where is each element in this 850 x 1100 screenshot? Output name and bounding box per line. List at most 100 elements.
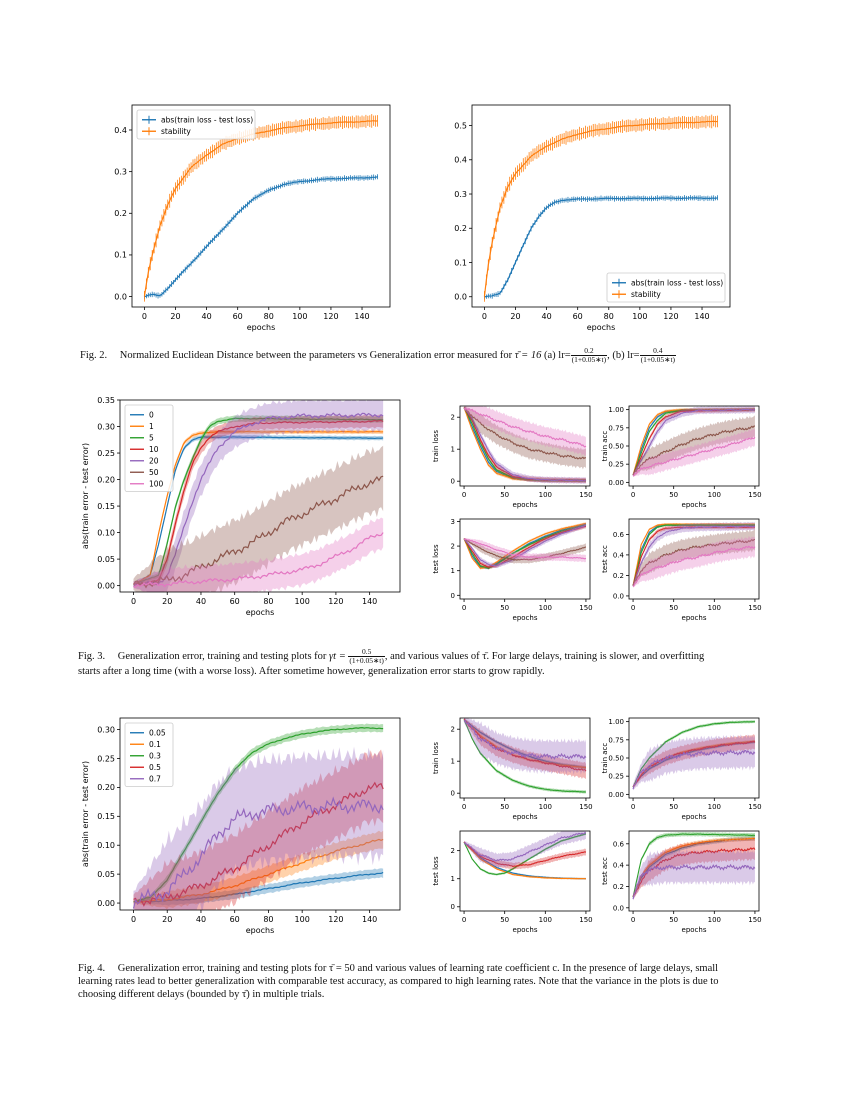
- series-line-20: [632, 525, 756, 587]
- series-band-100: [133, 517, 384, 592]
- y-tick-label: 0.5: [454, 121, 467, 130]
- fig4-caption-label: Fig. 4.: [78, 963, 106, 974]
- y-tick-label: 0.30: [97, 422, 115, 431]
- x-tick-label: 0: [462, 604, 466, 612]
- y-tick-label: 0.25: [97, 754, 115, 763]
- series-line-abs(train loss - test loss): [484, 197, 718, 298]
- x-tick-label: 0: [462, 491, 466, 499]
- x-tick-label: 80: [263, 597, 273, 606]
- x-tick-label: 80: [263, 915, 273, 924]
- plot-area: [632, 831, 756, 901]
- plot-area: [132, 723, 384, 910]
- series-band-100: [633, 428, 755, 477]
- plot-frame: [459, 717, 591, 799]
- legend-label-50: 50: [149, 468, 159, 477]
- plot-frame: [459, 405, 591, 487]
- y-tick-label: 0.10: [97, 841, 115, 850]
- x-tick-label: 80: [604, 312, 614, 321]
- y-tick-label: 0.35: [97, 396, 115, 405]
- series-band-10: [464, 524, 586, 570]
- fig4-train-loss-chart: 0 50 100 150 0 1 2 epochs train loss: [432, 717, 593, 821]
- series-band-20: [633, 521, 755, 587]
- x-tick-label: 0: [462, 916, 466, 924]
- series-band-0.7: [633, 848, 755, 901]
- fig3-caption-label: Fig. 3.: [78, 650, 106, 662]
- series-band-0.05: [133, 868, 384, 906]
- x-tick-label: 100: [708, 491, 721, 499]
- fig3-train-loss-chart: 0 50 100 150 0 1 2 epochs train loss: [432, 405, 593, 509]
- series-line-20: [463, 407, 587, 482]
- legend-label-0.7: 0.7: [149, 775, 161, 784]
- series-line-100: [463, 407, 587, 448]
- fig2-frac-a-den: (1+0.05∗t): [571, 355, 607, 364]
- fig4-caption-line3: choosing different delays (bounded by τ̄…: [78, 989, 325, 1000]
- y-tick-label: 0.75: [608, 736, 624, 744]
- legend-label-abs(train loss - test loss): abs(train loss - test loss): [631, 279, 723, 288]
- legend-box: [606, 272, 726, 303]
- y-tick-label: 0.2: [454, 224, 467, 233]
- x-tick-label: 150: [748, 916, 761, 924]
- fig3-generalization-chart: 0 20 40 60 80 100 120 1400.000.050.100.150.200.…: [81, 396, 401, 617]
- fig3-frac-num: 0.5: [348, 648, 385, 657]
- series-band-1: [464, 522, 586, 570]
- x-tick-label: 120: [328, 915, 343, 924]
- series-line-20: [463, 524, 587, 567]
- x-tick-label: 60: [233, 312, 243, 321]
- y-tick-label: 0.1: [114, 251, 127, 260]
- series-line-50: [632, 538, 756, 586]
- series-line-0.3: [133, 727, 384, 903]
- legend-label-0.05: 0.05: [149, 729, 166, 738]
- x-tick-label: 0: [631, 803, 635, 811]
- series-line-0.1: [133, 838, 384, 904]
- legend-label-abs(train loss - test loss): abs(train loss - test loss): [161, 116, 253, 125]
- legend-label-1: 1: [149, 422, 154, 431]
- y-tick-label: 0.05: [97, 555, 115, 564]
- x-tick-label: 100: [708, 803, 721, 811]
- x-tick-label: 100: [632, 312, 647, 321]
- y-tick-label: 0.00: [97, 581, 115, 590]
- series-band-0.5: [133, 749, 384, 910]
- series-line-1: [632, 523, 755, 586]
- fig3-frac-den: (1+0.05∗t): [349, 656, 384, 665]
- series-line-0.3: [463, 833, 587, 875]
- series-band-0.1: [464, 719, 586, 770]
- fig3-caption: Fig. 3. Generalization error, training a…: [78, 648, 773, 678]
- series-line-0.7: [632, 749, 756, 790]
- series-line-100: [133, 532, 384, 588]
- series-line-0.3: [632, 833, 755, 898]
- fig3-caption-text-b: , and various values of τ̄. For large de…: [384, 650, 705, 662]
- x-axis-label: epochs: [247, 323, 276, 332]
- fig4-caption-line1: Generalization error, training and testi…: [117, 963, 719, 974]
- fig2-frac-b: 0.4 (1+0.05∗t): [639, 347, 677, 364]
- fig4-caption: Fig. 4. Generalization error, training a…: [78, 962, 778, 1001]
- x-axis-label: epochs: [246, 926, 275, 935]
- plot-area: [632, 406, 756, 477]
- series-line-50: [463, 407, 586, 460]
- x-tick-label: 0: [631, 604, 635, 612]
- series-line-0.7: [132, 796, 384, 909]
- y-tick-label: 2: [451, 543, 455, 551]
- y-tick-label: 0: [451, 478, 455, 486]
- legend: abs(train loss - test loss) stability: [136, 109, 256, 140]
- y-axis-label: train acc: [601, 431, 609, 462]
- plot-frame: [459, 830, 591, 912]
- y-tick-label: 0: [451, 592, 455, 600]
- y-tick-label: 0.20: [97, 783, 115, 792]
- series-band-50: [133, 445, 384, 592]
- series-band-0.7: [133, 746, 384, 910]
- fig3-test-loss-chart: 0 50 100 150 0 1 2 3 epochs test loss: [432, 518, 593, 622]
- x-tick-label: 0: [482, 312, 487, 321]
- x-tick-label: 100: [295, 597, 310, 606]
- y-tick-label: 0.25: [608, 461, 624, 469]
- x-tick-label: 50: [500, 916, 509, 924]
- y-tick-label: 1: [451, 875, 455, 883]
- y-tick-label: 1.00: [608, 406, 624, 414]
- series-band-100: [633, 535, 755, 588]
- fig2-caption-text-b: (a) lr=: [544, 349, 571, 361]
- y-tick-label: 0.2: [613, 883, 624, 891]
- series-band-0.1: [133, 830, 384, 910]
- fig2-caption: Fig. 2. Normalized Euclidean Distance be…: [80, 347, 780, 364]
- series-line-0.3: [632, 721, 755, 788]
- fig3-caption-gamma: γt =: [329, 650, 346, 662]
- y-tick-label: 0.6: [613, 531, 625, 539]
